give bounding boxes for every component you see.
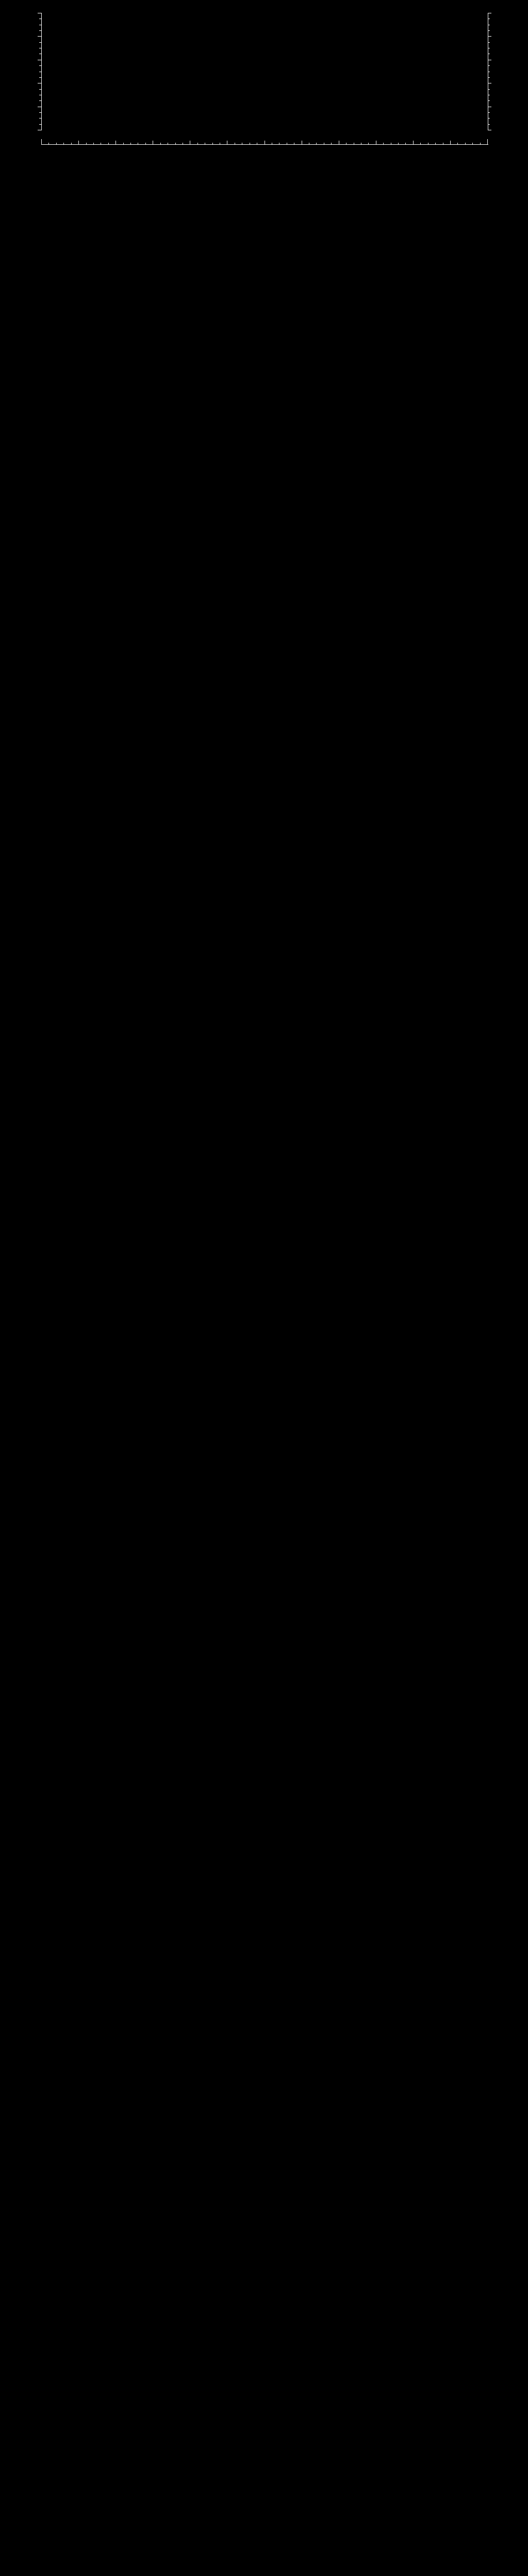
x-axis-minor-tick bbox=[86, 143, 87, 144]
right-axis-tick bbox=[488, 42, 490, 43]
x-axis-tick bbox=[413, 141, 414, 144]
y-axis-tick bbox=[39, 77, 41, 78]
x-axis-minor-tick bbox=[480, 143, 481, 144]
x-axis-minor-tick bbox=[383, 143, 384, 144]
x-axis-minor-tick bbox=[123, 143, 124, 144]
spectrogram-image bbox=[41, 13, 486, 130]
right-axis-tick bbox=[488, 36, 491, 37]
y-axis-tick bbox=[39, 89, 41, 90]
x-axis-line bbox=[41, 144, 488, 145]
x-axis-minor-tick bbox=[420, 143, 421, 144]
x-axis-minor-tick bbox=[63, 143, 64, 144]
x-axis-minor-tick bbox=[405, 143, 406, 144]
y-axis-tick bbox=[39, 65, 41, 66]
right-axis-tick bbox=[488, 65, 490, 66]
x-axis-tick bbox=[487, 139, 488, 144]
right-axis-tick bbox=[488, 30, 490, 31]
x-axis-tick bbox=[78, 141, 79, 144]
x-axis-minor-tick bbox=[435, 143, 436, 144]
y-axis-tick bbox=[39, 42, 41, 43]
spectrogram-panel bbox=[0, 0, 528, 176]
y-axis-tick bbox=[39, 112, 41, 113]
x-axis-minor-tick bbox=[71, 143, 72, 144]
x-axis-minor-tick bbox=[398, 143, 399, 144]
y-axis-tick bbox=[38, 36, 41, 37]
x-axis-minor-tick bbox=[316, 143, 317, 144]
x-axis-minor-tick bbox=[93, 143, 94, 144]
x-axis-minor-tick bbox=[130, 143, 131, 144]
right-axis-tick bbox=[488, 112, 490, 113]
x-axis-minor-tick bbox=[465, 143, 466, 144]
x-axis-minor-tick bbox=[212, 143, 213, 144]
x-axis-minor-tick bbox=[197, 143, 198, 144]
x-axis-minor-tick bbox=[368, 143, 369, 144]
right-axis-tick bbox=[488, 77, 490, 78]
x-axis-minor-tick bbox=[331, 143, 332, 144]
x-axis-tick bbox=[41, 139, 42, 144]
right-axis-tick bbox=[488, 124, 490, 125]
x-axis-minor-tick bbox=[56, 143, 57, 144]
x-axis-minor-tick bbox=[108, 143, 109, 144]
x-axis-minor-tick bbox=[457, 143, 458, 144]
x-axis-minor-tick bbox=[160, 143, 161, 144]
x-axis-minor-tick bbox=[48, 143, 49, 144]
x-axis-minor-tick bbox=[472, 143, 473, 144]
x-axis-minor-tick bbox=[175, 143, 176, 144]
right-axis-tick bbox=[488, 89, 490, 90]
y-axis-tick bbox=[39, 100, 41, 101]
right-axis-tick bbox=[488, 100, 490, 101]
x-axis-minor-tick bbox=[145, 143, 146, 144]
x-axis-tick bbox=[450, 141, 451, 144]
y-axis-tick bbox=[39, 30, 41, 31]
y-axis-tick bbox=[39, 124, 41, 125]
